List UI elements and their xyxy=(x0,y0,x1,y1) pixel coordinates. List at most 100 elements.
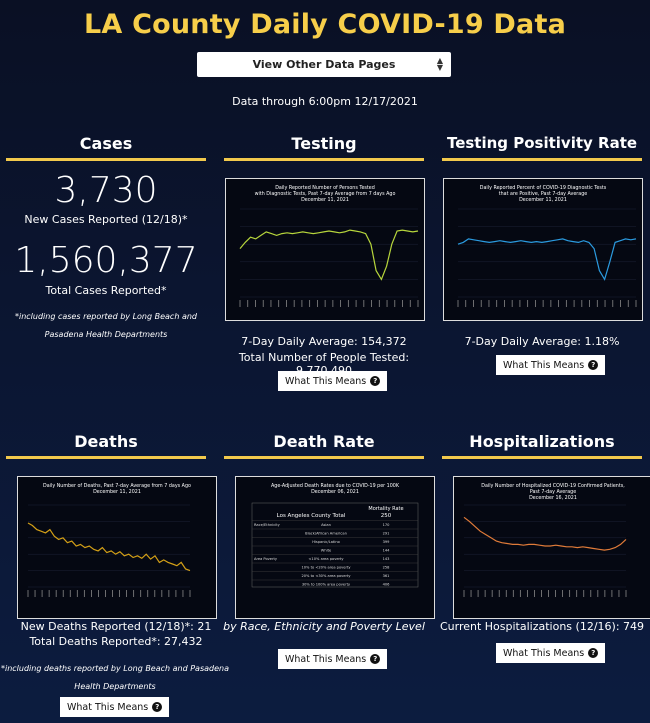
deaths-what-this-means-button[interactable]: What This Means? xyxy=(60,697,170,717)
hospitalizations-rule xyxy=(442,456,642,459)
x-tick-label xyxy=(161,590,163,597)
x-tick-label xyxy=(270,300,272,307)
x-tick-label xyxy=(565,300,567,307)
x-tick-label xyxy=(189,590,191,597)
hospitalizations-what-this-means-button[interactable]: What This Means? xyxy=(496,643,606,663)
testing-chart: Daily Reported Number of Persons Tested … xyxy=(225,178,425,321)
cases-rule xyxy=(6,158,206,161)
x-tick-label xyxy=(316,300,318,307)
positivity-chart-title-2: that are Positive, Past 7-day Average xyxy=(499,191,587,197)
x-tick-label xyxy=(98,590,99,597)
x-tick-label xyxy=(505,590,507,597)
death-rate-caption: by Race, Ethnicity and Poverty Level xyxy=(223,620,425,633)
view-other-pages-select[interactable]: View Other Data Pages ▲ ▼ xyxy=(197,52,451,77)
x-tick-label xyxy=(618,590,620,597)
death-rate-rule xyxy=(224,456,424,459)
x-tick-label xyxy=(519,590,521,597)
deaths-chart-title-2: December 11, 2021 xyxy=(93,489,141,495)
table-row-group: Race/Ethnicity xyxy=(254,523,281,527)
positivity-heading: Testing Positivity Rate xyxy=(446,134,638,152)
page-title: LA County Daily COVID-19 Data xyxy=(84,9,566,40)
death-rate-what-this-means-button[interactable]: What This Means? xyxy=(278,649,388,669)
x-tick-label xyxy=(133,590,135,597)
x-tick-label xyxy=(590,590,592,597)
x-tick-label xyxy=(69,590,71,597)
x-tick-label xyxy=(48,590,50,597)
question-icon: ? xyxy=(370,654,381,664)
x-tick-label xyxy=(473,300,474,307)
x-tick-label xyxy=(119,590,120,597)
positivity-chart: Daily Reported Percent of COVID-19 Diagn… xyxy=(443,178,643,321)
x-tick-label xyxy=(491,590,493,597)
x-tick-label xyxy=(504,300,505,307)
positivity-chart-title-3: December 11, 2021 xyxy=(519,197,567,203)
table-row-label: Hispanic/Latino xyxy=(312,540,340,544)
x-tick-label xyxy=(589,300,590,307)
x-tick-label xyxy=(635,300,637,307)
x-tick-label xyxy=(576,590,578,597)
button-label: What This Means xyxy=(285,653,367,665)
x-tick-label xyxy=(583,590,585,597)
table-row-label: White xyxy=(321,549,332,553)
table-row-value: 143 xyxy=(383,557,390,561)
x-tick-label xyxy=(511,300,513,307)
x-tick-label xyxy=(534,300,536,307)
button-label: What This Means xyxy=(285,375,367,387)
x-tick-label xyxy=(542,300,544,307)
hospitalizations-heading: Hospitalizations xyxy=(469,432,615,451)
table-row-value: 399 xyxy=(383,540,391,544)
x-tick-label xyxy=(154,590,156,597)
total-cases-value: 1,560,377 xyxy=(14,240,198,281)
x-tick-label xyxy=(324,300,326,307)
deaths-series-line xyxy=(27,522,191,572)
positivity-rule xyxy=(442,158,642,161)
select-arrows-icon: ▲ ▼ xyxy=(436,56,443,72)
x-tick-label xyxy=(498,590,500,597)
testing-chart-title-2: with Diagnostic Tests, Past 7-day Averag… xyxy=(255,191,396,197)
table-row-label: 20% to <30% area poverty xyxy=(301,574,351,578)
x-tick-label xyxy=(534,590,535,597)
x-tick-label xyxy=(527,300,529,307)
table-row-value: 361 xyxy=(383,574,390,578)
x-tick-label xyxy=(340,300,342,307)
x-tick-label xyxy=(604,300,606,307)
table-border xyxy=(251,502,419,588)
current-hospitalizations: Current Hospitalizations (12/16): 749 xyxy=(439,620,645,633)
total-deaths: Total Deaths Reported*: 27,432 xyxy=(29,635,203,648)
x-tick-label xyxy=(627,300,629,307)
x-tick-label xyxy=(332,300,334,307)
x-tick-label xyxy=(555,590,556,597)
table-row-value: 144 xyxy=(383,549,391,553)
x-tick-label xyxy=(76,590,78,597)
x-tick-label xyxy=(477,590,479,597)
death-rate-total-value: 250 xyxy=(381,513,392,519)
x-tick-label xyxy=(105,590,106,597)
x-tick-label xyxy=(262,300,264,307)
x-tick-label xyxy=(417,300,419,307)
x-tick-label xyxy=(512,590,514,597)
testing-what-this-means-button[interactable]: What This Means? xyxy=(278,371,388,391)
death-rate-title-2: December 06, 2021 xyxy=(311,489,359,495)
deaths-rule xyxy=(6,456,206,459)
x-tick-label xyxy=(409,300,411,307)
x-tick-label xyxy=(394,300,396,307)
x-tick-label xyxy=(402,300,403,307)
positivity-what-this-means-button[interactable]: What This Means? xyxy=(496,355,606,375)
x-tick-label xyxy=(378,300,380,307)
x-tick-label xyxy=(27,590,29,597)
x-tick-label xyxy=(126,590,128,597)
table-row-group: Area Poverty xyxy=(254,557,278,561)
positivity-chart-title-1: Daily Reported Percent of COVID-19 Diagn… xyxy=(480,185,607,191)
data-through-label: Data through 6:00pm 12/17/2021 xyxy=(232,95,418,108)
x-tick-label xyxy=(620,300,621,307)
x-tick-label xyxy=(541,590,542,597)
x-tick-label xyxy=(457,300,459,307)
deaths-footnote: *including deaths reported by Long Beach… xyxy=(0,664,230,691)
button-label: What This Means xyxy=(67,701,149,713)
x-tick-label xyxy=(247,300,249,307)
x-tick-label xyxy=(548,590,549,597)
testing-heading: Testing xyxy=(291,134,357,153)
x-tick-label xyxy=(286,300,287,307)
x-tick-label xyxy=(480,300,482,307)
x-tick-label xyxy=(175,590,177,597)
